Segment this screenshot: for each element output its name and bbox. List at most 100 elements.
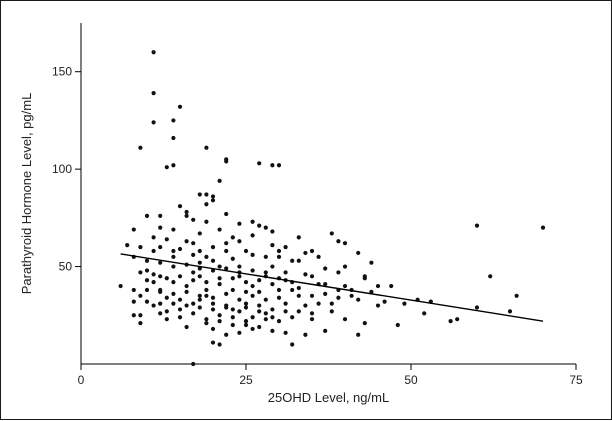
data-point <box>131 287 136 293</box>
data-point <box>118 283 123 289</box>
data-point <box>177 204 183 209</box>
data-point <box>402 301 407 306</box>
data-point <box>197 231 202 236</box>
data-point <box>243 322 249 328</box>
data-point <box>164 276 169 281</box>
data-point <box>230 256 235 261</box>
data-point <box>263 311 268 316</box>
data-point <box>296 293 301 298</box>
data-point <box>243 280 249 285</box>
data-point <box>224 332 229 337</box>
data-point <box>309 317 315 322</box>
data-point <box>237 264 242 269</box>
data-point <box>230 276 235 281</box>
data-point <box>158 274 163 279</box>
data-point <box>309 248 315 254</box>
data-point <box>250 233 255 238</box>
data-point <box>197 266 202 271</box>
x-tick-label: 75 <box>569 373 583 387</box>
data-point <box>210 244 216 250</box>
data-point <box>151 280 156 285</box>
data-point <box>250 283 255 289</box>
data-point <box>217 264 222 269</box>
data-point <box>224 303 229 308</box>
data-point <box>342 264 348 269</box>
data-point <box>237 297 242 302</box>
data-point <box>290 315 295 320</box>
data-point <box>257 324 262 330</box>
data-point <box>263 254 268 259</box>
data-point <box>283 330 288 335</box>
data-point <box>270 264 275 269</box>
data-point <box>164 165 169 170</box>
data-point <box>276 163 282 168</box>
data-point <box>316 301 321 306</box>
data-point <box>309 274 315 279</box>
data-point <box>204 192 209 197</box>
data-point <box>224 291 229 296</box>
data-point <box>224 248 229 254</box>
data-point <box>323 291 328 296</box>
data-point <box>164 237 169 242</box>
data-point <box>158 301 163 306</box>
data-point <box>283 270 288 275</box>
data-point <box>151 248 156 254</box>
data-point <box>144 268 150 273</box>
data-point <box>243 289 249 295</box>
data-points <box>118 50 546 367</box>
data-point <box>422 311 427 316</box>
data-point <box>151 50 156 55</box>
data-point <box>369 260 374 265</box>
data-point <box>329 231 334 236</box>
data-point <box>395 322 400 328</box>
data-point <box>204 287 209 293</box>
data-point <box>131 227 136 232</box>
data-point <box>303 303 308 308</box>
data-point <box>230 235 235 240</box>
data-point <box>158 225 163 230</box>
data-point <box>283 244 288 250</box>
data-point <box>144 287 150 293</box>
data-point <box>263 225 268 230</box>
data-point <box>197 260 202 265</box>
data-point <box>237 239 242 244</box>
data-point <box>230 315 235 320</box>
data-point <box>382 299 387 304</box>
data-point <box>217 227 222 232</box>
data-point <box>177 297 183 302</box>
data-point <box>474 223 480 228</box>
data-point <box>191 278 196 283</box>
data-point <box>243 248 249 254</box>
data-point <box>250 326 255 332</box>
data-point <box>250 252 255 257</box>
data-point <box>224 211 229 217</box>
data-point <box>151 120 156 125</box>
data-point <box>138 320 143 326</box>
data-point <box>342 241 348 246</box>
data-point <box>164 295 169 300</box>
data-point <box>270 243 275 248</box>
data-point <box>204 317 209 322</box>
data-point <box>250 293 255 298</box>
data-point <box>224 159 229 164</box>
data-point <box>191 270 196 275</box>
data-point <box>144 258 150 263</box>
data-point <box>184 213 189 219</box>
data-point <box>204 293 209 298</box>
data-point <box>257 223 262 228</box>
data-point <box>217 313 222 318</box>
data-point <box>250 315 255 320</box>
data-point <box>125 243 130 248</box>
data-point <box>171 227 176 232</box>
data-point <box>204 280 209 285</box>
data-point <box>276 287 282 293</box>
y-tick-label: 100 <box>52 162 72 176</box>
data-point <box>362 320 367 326</box>
data-point <box>184 289 189 295</box>
data-point <box>138 293 143 298</box>
data-point <box>177 274 183 279</box>
data-point <box>329 301 334 306</box>
data-point <box>131 313 136 318</box>
data-point <box>204 202 209 207</box>
